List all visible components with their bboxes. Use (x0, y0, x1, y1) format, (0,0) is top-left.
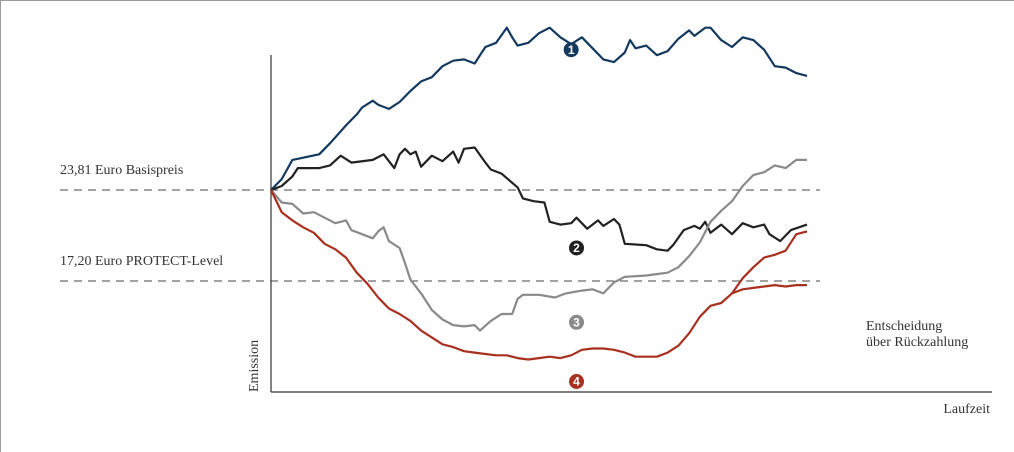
x-axis-label: Laufzeit (943, 402, 990, 417)
series-marker-1 (563, 42, 579, 58)
basispreis-label: 23,81 Euro Basispreis (60, 163, 183, 178)
series-marker-label-2: 2 (573, 241, 580, 255)
series-marker-4 (569, 373, 585, 389)
series-marker-label-4: 4 (573, 375, 580, 389)
series-line-3 (270, 158, 807, 332)
series-layer (270, 26, 808, 361)
marker-layer: 1 2 3 4 (563, 42, 585, 389)
protect-level-label: 17,20 Euro PROTECT-Level (60, 254, 223, 269)
series-marker-label-3: 3 (573, 316, 580, 330)
decision-annotation-line2: über Rückzahlung (866, 335, 968, 350)
series-line-1 (270, 26, 808, 191)
series-line-4 (270, 189, 807, 361)
series-marker-label-1: 1 (568, 43, 575, 57)
y-axis-label: Emission (247, 340, 262, 392)
series-marker-2 (569, 240, 585, 256)
series-marker-3 (569, 314, 585, 330)
decision-annotation-line1: Entscheidung (866, 319, 942, 334)
series-line-extra-4 (731, 230, 808, 295)
series-line-2 (270, 146, 808, 252)
